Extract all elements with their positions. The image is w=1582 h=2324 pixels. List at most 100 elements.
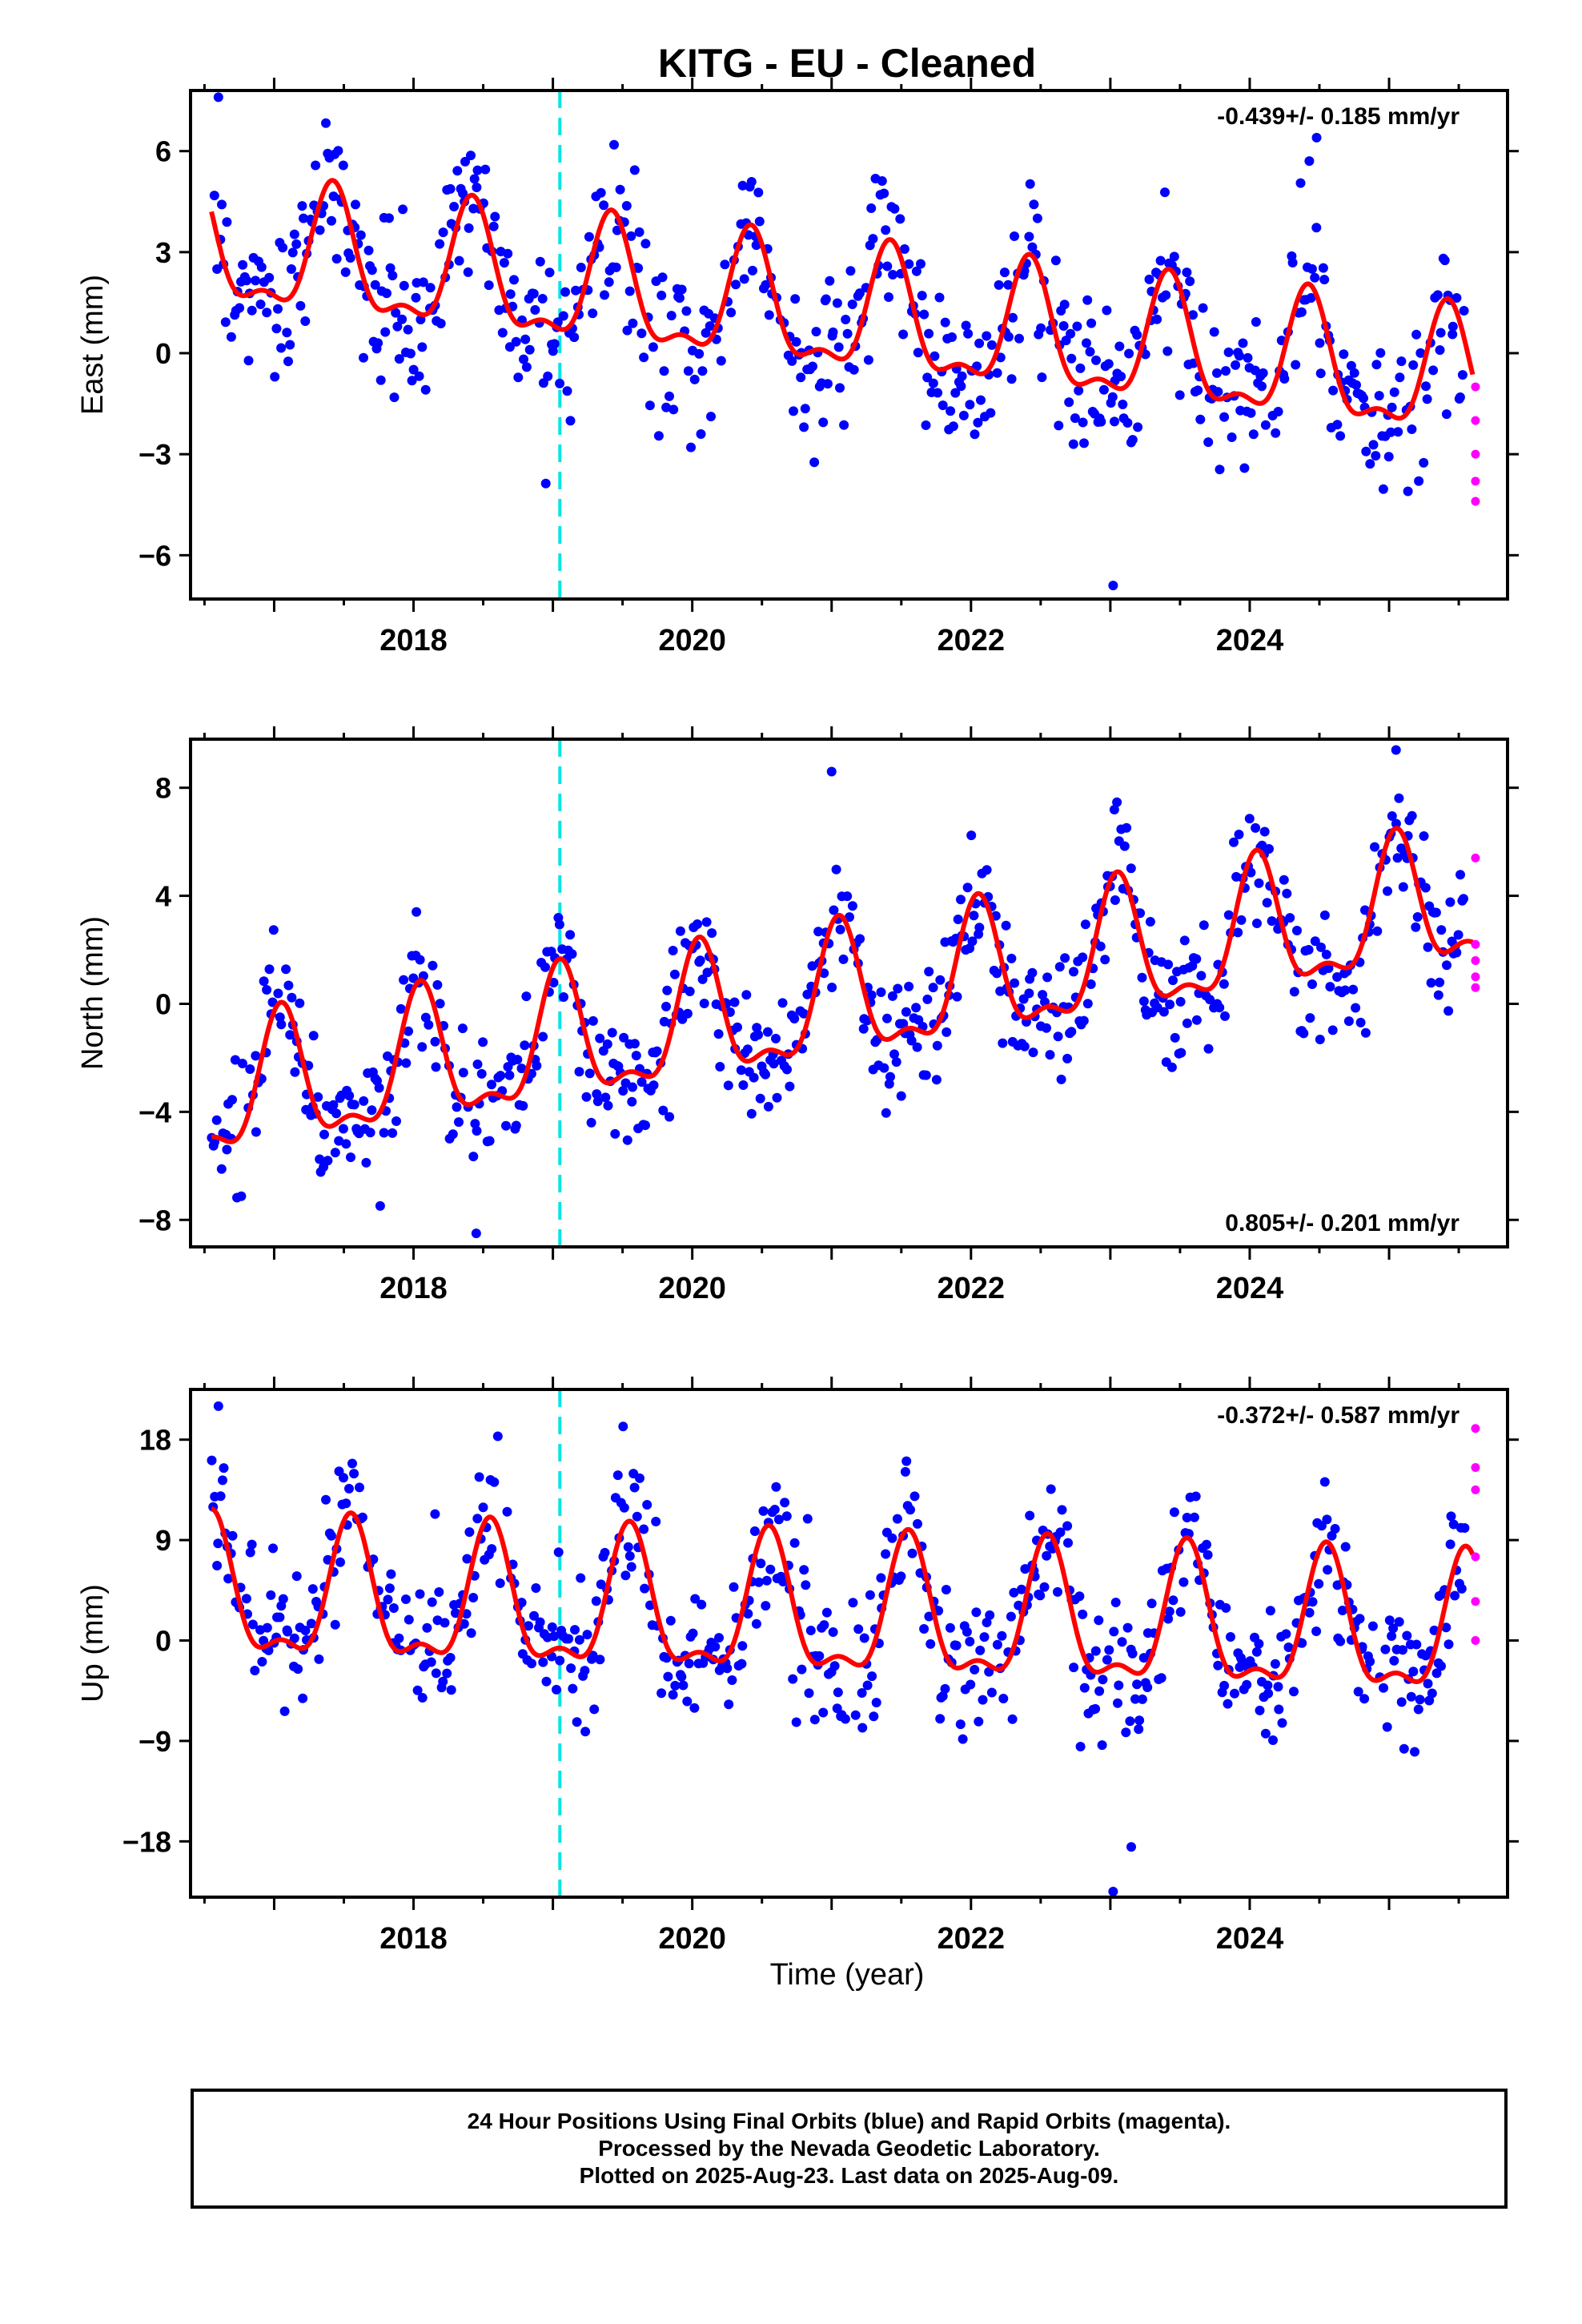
x-axis-label: Time (year)	[770, 1958, 925, 1992]
up-final-point	[307, 1584, 318, 1594]
east-final-point	[584, 231, 594, 242]
up-final-point	[215, 1491, 226, 1502]
east-final-point	[1368, 440, 1379, 450]
up-final-point	[1097, 1740, 1107, 1751]
up-final-point	[1389, 1655, 1399, 1666]
up-y-tick-label: 0	[155, 1625, 171, 1658]
up-final-point	[1055, 1527, 1066, 1538]
up-final-point	[478, 1502, 488, 1513]
north-final-point	[966, 830, 977, 841]
east-final-point	[928, 378, 938, 388]
up-final-point	[1460, 1523, 1470, 1533]
up-final-point	[1169, 1507, 1179, 1518]
up-final-point	[355, 1482, 364, 1493]
east-model-fit-line	[209, 178, 1476, 421]
up-final-point	[970, 1664, 980, 1675]
north-final-point	[1282, 888, 1292, 899]
up-final-point	[850, 1710, 861, 1720]
north-final-point	[858, 1023, 869, 1034]
east-final-point	[1273, 407, 1283, 416]
up-rapid-point	[1471, 1424, 1480, 1433]
north-final-point	[753, 1030, 763, 1040]
east-final-point	[1439, 255, 1450, 266]
up-final-point	[1020, 1564, 1030, 1574]
up-final-point	[568, 1683, 578, 1694]
east-final-point	[621, 201, 632, 211]
north-final-point	[789, 1014, 800, 1023]
up-final-point	[1142, 1683, 1153, 1692]
north-plot-frame	[189, 738, 1509, 1248]
north-final-point	[404, 1026, 413, 1036]
east-y-tick-label: 6	[155, 135, 171, 168]
up-final-point	[1281, 1629, 1291, 1639]
north-y-tick-label: −8	[139, 1204, 171, 1236]
north-final-point	[1145, 917, 1155, 927]
east-final-point	[683, 366, 693, 376]
east-final-point	[835, 383, 845, 393]
north-model-fit-line	[210, 826, 1474, 1144]
up-final-point	[268, 1543, 278, 1554]
east-final-point	[974, 338, 985, 348]
up-final-point	[1191, 1491, 1201, 1502]
north-final-point	[1112, 797, 1122, 807]
panel-east: −6 −3 0 3 6 2018 2020 2022 2024 East (mm) -0.439+/…	[76, 78, 1519, 657]
up-final-point	[415, 1589, 425, 1599]
east-final-point	[270, 372, 280, 382]
east-final-point	[389, 392, 400, 403]
east-final-point	[1108, 581, 1118, 591]
east-final-point	[1188, 310, 1198, 320]
up-final-point	[1445, 1539, 1456, 1550]
east-final-point	[681, 306, 692, 316]
east-final-point	[1361, 446, 1371, 456]
north-final-point	[992, 968, 1002, 979]
up-final-point	[809, 1715, 820, 1725]
up-final-point	[1094, 1615, 1104, 1626]
east-final-point	[677, 284, 687, 295]
north-final-point	[1246, 867, 1256, 878]
north-final-point	[974, 923, 985, 933]
north-final-point	[471, 1228, 481, 1239]
north-final-point	[1445, 897, 1456, 907]
north-final-point	[448, 1129, 458, 1140]
east-final-point	[895, 214, 905, 224]
east-final-point	[958, 410, 969, 420]
east-final-point	[882, 261, 893, 271]
east-final-point	[255, 300, 266, 309]
north-final-point	[330, 1148, 340, 1158]
north-final-point	[1010, 978, 1020, 988]
north-final-point	[702, 967, 713, 978]
east-final-point	[822, 379, 833, 389]
north-final-point	[387, 1128, 398, 1138]
east-final-point	[528, 288, 539, 299]
up-final-point	[966, 1679, 976, 1690]
east-final-point	[1221, 366, 1231, 376]
up-final-point	[1289, 1687, 1299, 1697]
north-x-tick-label: 2020	[658, 1272, 726, 1305]
north-final-point	[845, 912, 854, 923]
east-final-point	[634, 227, 644, 237]
north-final-point	[1229, 837, 1239, 847]
up-final-point	[804, 1688, 814, 1699]
north-final-point	[1219, 979, 1229, 989]
north-final-point	[273, 988, 283, 999]
north-x-tick-label: 2018	[379, 1272, 448, 1305]
up-final-point	[1230, 1688, 1239, 1699]
north-final-point	[1168, 975, 1178, 986]
up-final-point	[394, 1633, 404, 1643]
east-final-point	[411, 292, 421, 303]
north-final-point	[742, 1044, 753, 1055]
east-final-point	[881, 225, 891, 235]
north-final-point	[884, 1079, 894, 1089]
up-final-point	[1323, 1565, 1333, 1575]
east-final-point	[1079, 438, 1089, 448]
east-final-point	[600, 290, 609, 300]
north-final-point	[998, 1038, 1008, 1048]
north-final-point	[1082, 999, 1093, 1009]
east-final-point	[1455, 392, 1465, 402]
east-final-point	[791, 336, 801, 347]
east-final-point	[849, 364, 859, 375]
east-final-point	[480, 164, 491, 175]
north-final-point	[496, 1071, 506, 1081]
east-final-point	[904, 259, 914, 269]
east-final-point	[438, 227, 448, 238]
